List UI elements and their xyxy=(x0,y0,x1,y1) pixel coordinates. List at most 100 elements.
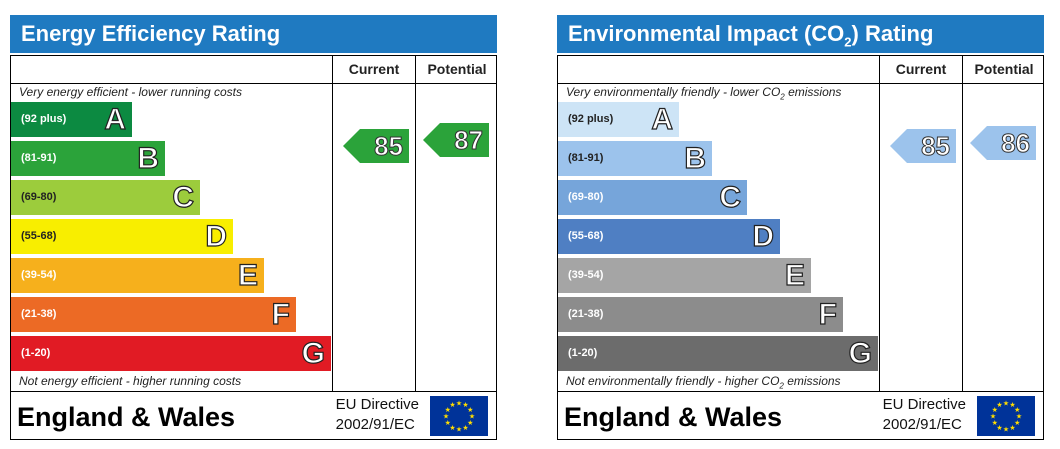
band-range-label: (1-20) xyxy=(21,347,51,359)
band-letter: D xyxy=(752,219,775,253)
band-letter: G xyxy=(301,336,326,370)
star-icon: ★ xyxy=(443,413,449,421)
arrow-polygon xyxy=(423,123,489,158)
potential-rating-arrow: 86 xyxy=(970,126,1036,161)
band-letter: B xyxy=(137,141,160,175)
band-range-label: (39-54) xyxy=(21,269,57,281)
star-icon: ★ xyxy=(1016,413,1022,421)
band-range-label: (92 plus) xyxy=(21,113,67,125)
band-g: (1-20) G xyxy=(11,336,331,371)
directive-line-1: EU Directive xyxy=(882,396,966,413)
band-letter: A xyxy=(104,102,127,136)
grid-line xyxy=(11,391,496,392)
bottom-note-end: emissions xyxy=(783,374,841,388)
band-range-label: (92 plus) xyxy=(568,113,614,125)
chart-frame: Current Potential Very energy efficient … xyxy=(10,55,497,440)
rating-value: 87 xyxy=(454,125,484,156)
energy-efficiency-panel: Energy Efficiency Rating Current Potenti… xyxy=(10,15,497,440)
band-letter: D xyxy=(205,219,228,253)
band-letter: F xyxy=(271,297,291,331)
column-header-potential: Potential xyxy=(427,61,487,77)
bottom-note: Not environmentally friendly - higher CO… xyxy=(566,374,841,390)
star-icon: ★ xyxy=(996,401,1002,409)
grid-line xyxy=(962,56,963,391)
band-f: (21-38) F xyxy=(11,297,296,332)
star-icon: ★ xyxy=(992,406,998,414)
grid-line xyxy=(879,56,880,391)
chart-frame: Current Potential Very environmentally f… xyxy=(557,55,1044,440)
arrow-shape xyxy=(970,126,1036,161)
eu-stars: ★★★★★★★★★ ★ ★★ xyxy=(443,400,475,434)
star-icon: ★ xyxy=(469,413,475,421)
top-note-main: Very environmentally friendly - lower CO xyxy=(566,85,781,99)
column-header-potential: Potential xyxy=(974,61,1034,77)
arrow-shape xyxy=(423,123,489,158)
star-icon: ★ xyxy=(1003,400,1009,408)
band-range-label: (69-80) xyxy=(21,191,57,203)
rating-value: 85 xyxy=(374,130,404,161)
band-range-label: (21-38) xyxy=(568,308,604,320)
band-letter: E xyxy=(784,258,805,292)
band-letter: A xyxy=(651,102,674,136)
bottom-note: Not energy efficient - higher running co… xyxy=(19,374,242,388)
band-letter: C xyxy=(719,180,742,214)
band-range-label: (81-91) xyxy=(21,152,57,164)
band-range-label: (69-80) xyxy=(568,191,604,203)
band-range-label: (1-20) xyxy=(568,347,598,359)
top-note-end: emissions xyxy=(784,85,842,99)
eu-flag-icon: ★ ★ ★ ★ ★ ★ ★ ★ ★ ★ ★ ★ xyxy=(977,396,1035,436)
star-icon: ★ xyxy=(467,406,473,414)
grid-line xyxy=(332,56,333,391)
column-header-current: Current xyxy=(348,61,400,77)
star-icon: ★ xyxy=(449,401,455,409)
arrow-polygon xyxy=(890,128,956,163)
chart-title: Energy Efficiency Rating xyxy=(10,15,497,53)
arrow-polygon xyxy=(970,126,1036,161)
band-c: (69-80) C xyxy=(558,180,747,215)
band-a: (92 plus) A xyxy=(11,102,132,137)
band-letter: F xyxy=(818,297,838,331)
potential-rating-arrow: 87 xyxy=(423,123,489,158)
bottom-note-sub: 2 xyxy=(779,381,784,391)
band-e: (39-54) E xyxy=(558,258,811,293)
rating-value: 86 xyxy=(1001,128,1031,159)
star-icon: ★ xyxy=(992,419,998,427)
title-subscript: 2 xyxy=(844,34,852,50)
top-note: Very environmentally friendly - lower CO… xyxy=(566,85,841,101)
band-range-label: (55-68) xyxy=(21,230,57,242)
band-e: (39-54) E xyxy=(11,258,264,293)
band-letter: G xyxy=(848,336,873,370)
band-c: (69-80) C xyxy=(11,180,200,215)
arrow-shape xyxy=(343,128,409,163)
arrow-polygon xyxy=(343,128,409,163)
country-label: England & Wales xyxy=(17,402,236,432)
star-icon: ★ xyxy=(1009,424,1015,432)
star-icon: ★ xyxy=(462,424,468,432)
band-letter: C xyxy=(172,180,195,214)
grid-line xyxy=(558,83,1043,84)
directive-line-2: 2002/91/EC xyxy=(335,416,415,433)
star-icon: ★ xyxy=(1014,419,1020,427)
star-icon: ★ xyxy=(1009,401,1015,409)
bottom-note-main: Not environmentally friendly - higher CO xyxy=(566,374,780,388)
band-range-label: (39-54) xyxy=(568,269,604,281)
star-icon: ★ xyxy=(1003,426,1009,434)
arrow-shape xyxy=(890,128,956,163)
band-d: (55-68) D xyxy=(11,219,233,254)
star-icon: ★ xyxy=(462,401,468,409)
top-note-sub: 2 xyxy=(780,92,785,102)
star-icon: ★ xyxy=(445,406,451,414)
star-icon: ★ xyxy=(990,413,996,421)
current-rating-arrow: 85 xyxy=(890,128,956,163)
star-icon: ★ xyxy=(445,419,451,427)
band-a: (92 plus) A xyxy=(558,102,679,137)
title-main: Environmental Impact (CO xyxy=(568,21,845,46)
star-icon: ★ xyxy=(456,426,462,434)
chart-title: Environmental Impact (CO2) Rating xyxy=(557,15,1044,53)
band-b: (81-91) B xyxy=(11,141,165,176)
band-g: (1-20) G xyxy=(558,336,878,371)
column-header-current: Current xyxy=(895,61,947,77)
band-range-label: (81-91) xyxy=(568,152,604,164)
band-f: (21-38) F xyxy=(558,297,843,332)
current-rating-arrow: 85 xyxy=(343,128,409,163)
